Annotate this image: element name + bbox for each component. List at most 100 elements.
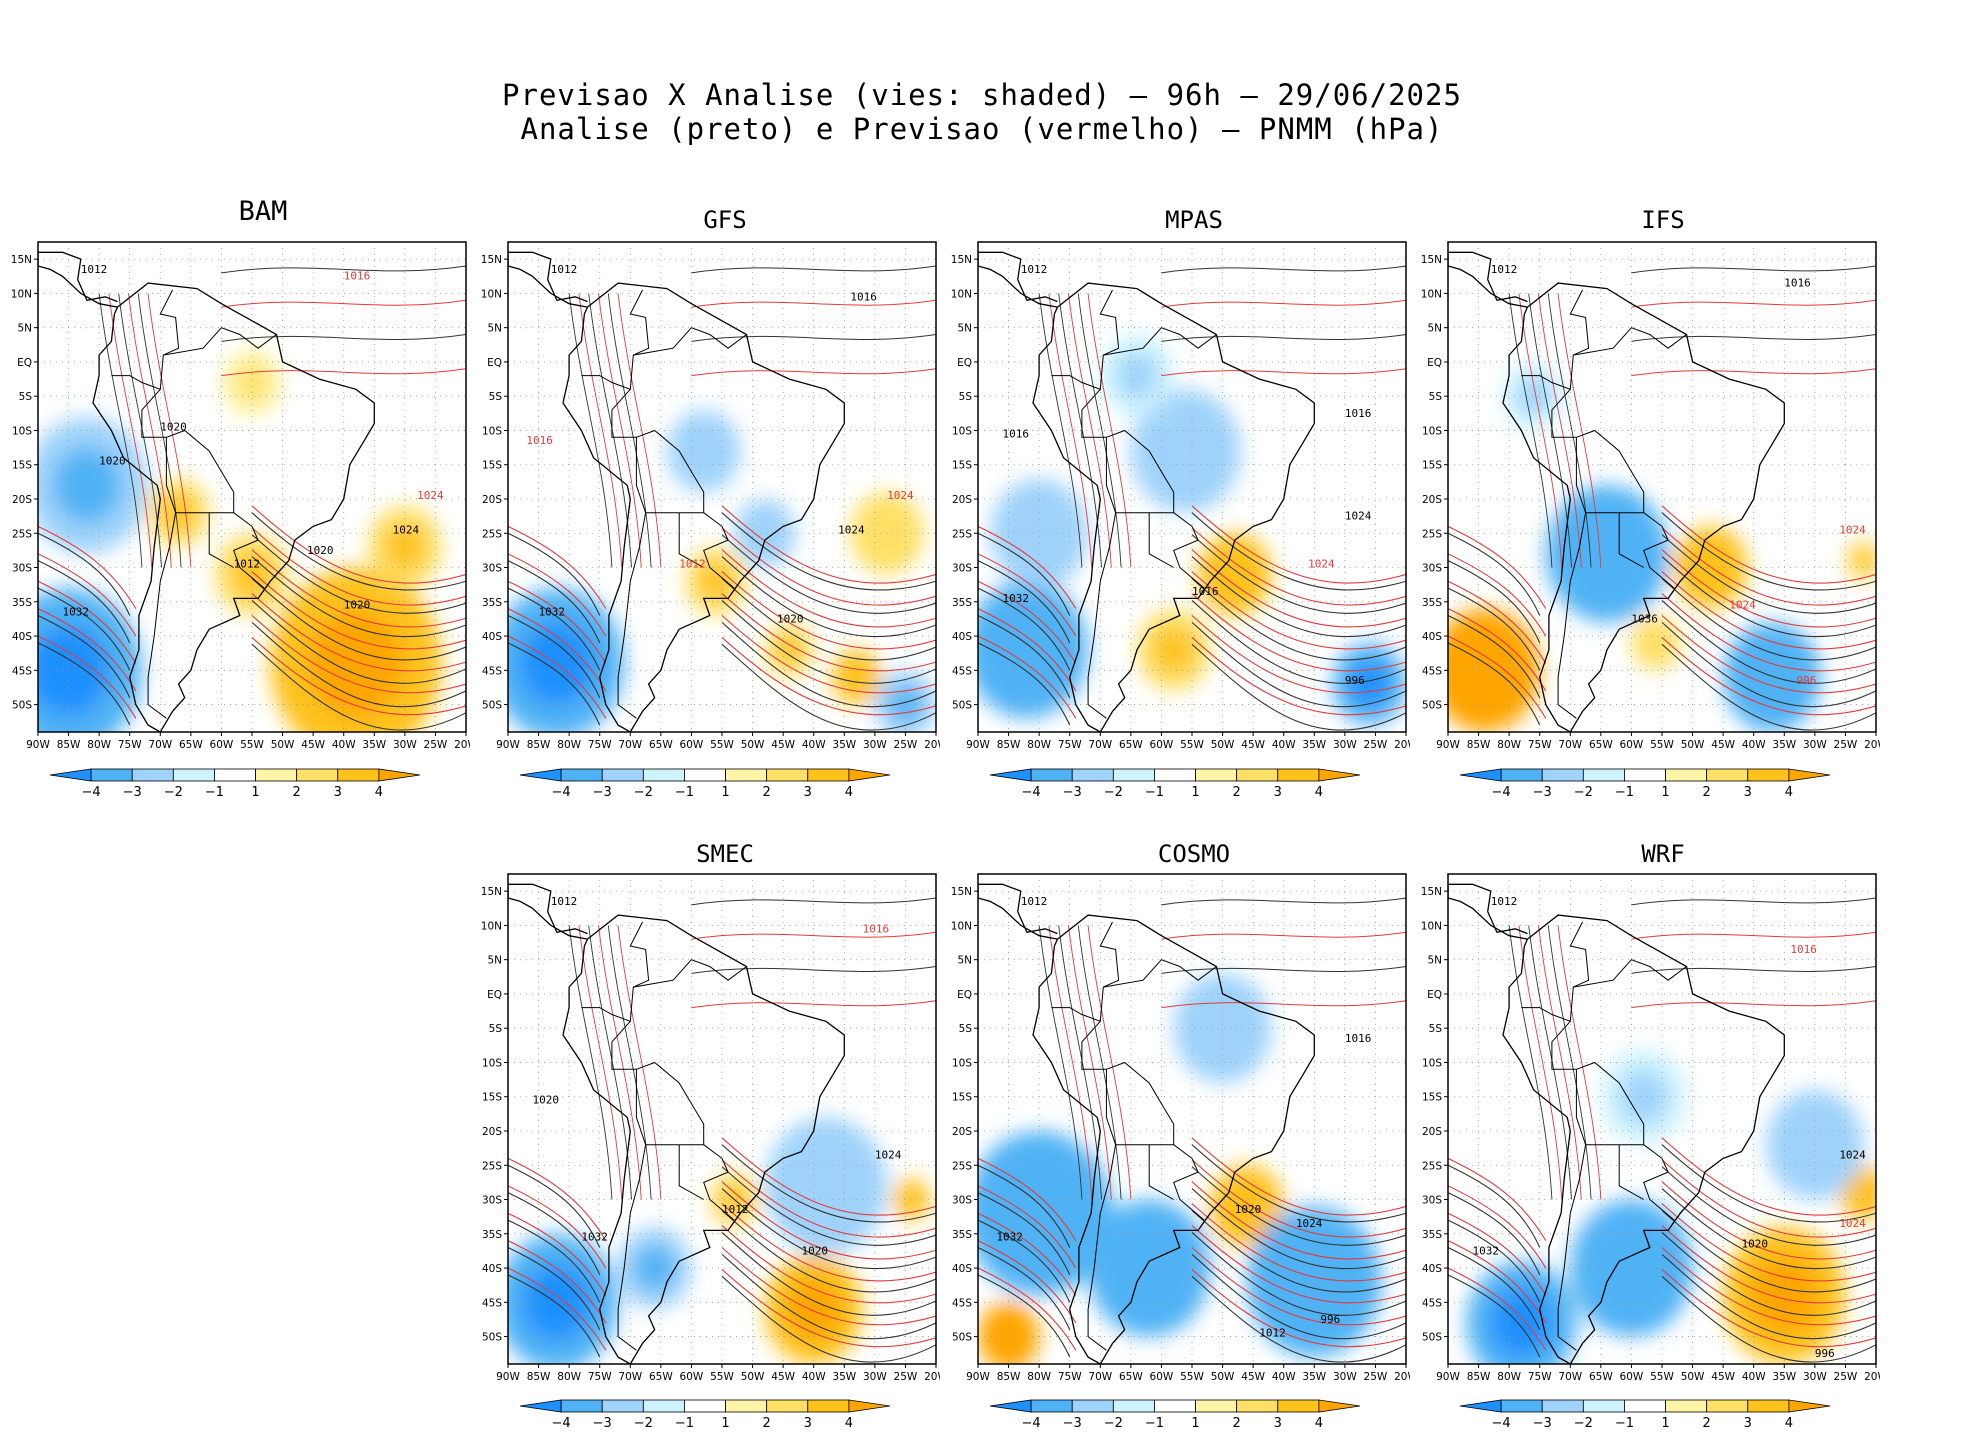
bias-shading-core bbox=[1116, 353, 1158, 399]
forecast-isobar bbox=[251, 593, 466, 672]
analysis-isobar bbox=[1661, 578, 1876, 661]
forecast-isobar bbox=[1661, 549, 1876, 628]
country-border bbox=[111, 289, 180, 390]
lat-label: 15N bbox=[11, 254, 32, 266]
lon-label: 50W bbox=[1681, 739, 1705, 751]
lon-label: 20W bbox=[1394, 739, 1410, 751]
colorbar-tick-label: −3 bbox=[593, 785, 612, 800]
forecast-isobar bbox=[508, 580, 607, 664]
country-border bbox=[147, 512, 177, 719]
analysis-isobar bbox=[221, 334, 466, 342]
colorbar-tick-label: −4 bbox=[1492, 785, 1511, 800]
forecast-isobar bbox=[578, 293, 623, 568]
colorbar-cosmo: −4 −3 −2 −1 1 2 3 4 bbox=[989, 1399, 1361, 1431]
analysis-isobar bbox=[508, 532, 601, 616]
lon-label: 50W bbox=[1211, 739, 1235, 751]
map-panel-mpas: 1012 1032 1024 1024 996 1016 1016 1016 15N 10N 5N E… bbox=[940, 238, 1410, 758]
country-border bbox=[617, 512, 647, 719]
analysis-isobar bbox=[1191, 600, 1406, 684]
lon-label: 65W bbox=[1119, 1371, 1143, 1383]
colorbar-tick-label: 4 bbox=[1785, 1416, 1793, 1431]
colorbar-tick-label: 2 bbox=[1703, 785, 1711, 800]
lat-label: 35S bbox=[1422, 1229, 1442, 1241]
forecast-isobar bbox=[617, 925, 662, 1200]
forecast-isobar bbox=[1191, 593, 1406, 672]
analysis-isobar bbox=[1448, 1274, 1541, 1358]
colorbar-tick-label: −3 bbox=[593, 1416, 612, 1431]
lon-label: 60W bbox=[1150, 739, 1174, 751]
isobar-label: 996 bbox=[1797, 674, 1817, 687]
lon-label: 65W bbox=[1119, 739, 1143, 751]
colorbar-tick-label: −2 bbox=[1104, 785, 1123, 800]
forecast-isobar bbox=[1661, 1225, 1876, 1304]
analysis-isobar bbox=[1547, 293, 1592, 568]
lon-label: 60W bbox=[1150, 1371, 1174, 1383]
lat-label: 35S bbox=[952, 597, 972, 609]
lon-label: 70W bbox=[1088, 739, 1112, 751]
lat-label: 20S bbox=[1422, 1126, 1442, 1138]
lon-label: 30W bbox=[1333, 739, 1357, 751]
analysis-isobar bbox=[1631, 334, 1876, 342]
forecast-isobar bbox=[1191, 1247, 1406, 1326]
lon-label: 65W bbox=[179, 739, 203, 751]
country-border bbox=[1575, 1069, 1644, 1146]
analysis-isobar bbox=[978, 560, 1071, 644]
analysis-isobar bbox=[38, 560, 131, 644]
lon-label: 85W bbox=[527, 739, 551, 751]
colorbar-segment bbox=[1747, 768, 1790, 782]
lat-label: 40S bbox=[482, 631, 502, 643]
lat-label: 35S bbox=[12, 597, 32, 609]
analysis-isobar bbox=[1631, 897, 1876, 906]
lat-label: 15S bbox=[12, 460, 32, 472]
isobar-label: 1012 bbox=[1021, 263, 1048, 276]
analysis-isobar bbox=[1191, 512, 1406, 591]
forecast-isobar bbox=[1048, 925, 1093, 1200]
lon-label: 60W bbox=[1620, 1371, 1644, 1383]
map-panel-ifs: 1012 1036 1024 996 1024 1016 15N 10N 5N EQ 5S 10S 15… bbox=[1410, 238, 1880, 758]
analysis-isobar bbox=[721, 1188, 936, 1270]
forecast-isobar bbox=[1631, 299, 1876, 308]
forecast-isobar bbox=[1068, 925, 1112, 1200]
analysis-isobar bbox=[1661, 1188, 1876, 1270]
country-border bbox=[141, 388, 235, 513]
lat-label: 15N bbox=[951, 886, 972, 898]
isobar-label: 1012 bbox=[722, 1203, 749, 1216]
lat-label: EQ bbox=[957, 989, 972, 1001]
lat-label: 10N bbox=[951, 288, 972, 300]
lon-label: 80W bbox=[87, 739, 111, 751]
colorbar-segment bbox=[601, 1399, 644, 1413]
analysis-isobar bbox=[1661, 1253, 1876, 1340]
colorbar-segment bbox=[1665, 1399, 1708, 1413]
analysis-isobar bbox=[508, 642, 601, 726]
lon-label: 25W bbox=[894, 739, 918, 751]
coastline-south-america bbox=[1502, 282, 1785, 732]
isobar-label: 1024 bbox=[1296, 1217, 1323, 1230]
forecast-isobar bbox=[221, 299, 466, 308]
analysis-isobar bbox=[721, 1166, 936, 1246]
analysis-isobar bbox=[1661, 1210, 1876, 1293]
colorbar-segment bbox=[684, 1399, 726, 1413]
colorbar-wrf: −4 −3 −2 −1 1 2 3 4 bbox=[1459, 1399, 1831, 1431]
colorbar-tick-label: 2 bbox=[1233, 1416, 1241, 1431]
forecast-isobar bbox=[1191, 1181, 1406, 1260]
colorbar-tick-label: 3 bbox=[1274, 785, 1282, 800]
colorbar-tick-label: 4 bbox=[845, 785, 853, 800]
bias-shading-core bbox=[1853, 549, 1874, 572]
analysis-isobar bbox=[568, 293, 613, 568]
forecast-isobar bbox=[1661, 637, 1876, 716]
forecast-isobar bbox=[1191, 1137, 1406, 1216]
forecast-isobar bbox=[1448, 525, 1547, 609]
isobar-label: 1016 bbox=[344, 270, 371, 283]
analysis-isobar bbox=[98, 293, 143, 568]
forecast-isobar bbox=[978, 1240, 1077, 1324]
colorbar-segment bbox=[1624, 1399, 1666, 1413]
bias-shading-core bbox=[1491, 1288, 1552, 1357]
lon-label: 40W bbox=[1742, 739, 1766, 751]
forecast-isobar bbox=[1557, 925, 1602, 1200]
isobar-label: 1020 bbox=[801, 1244, 828, 1257]
lon-label: 45W bbox=[301, 739, 325, 751]
bias-shading-core bbox=[1349, 661, 1390, 707]
forecast-isobar bbox=[578, 925, 623, 1200]
analysis-isobar bbox=[251, 534, 466, 614]
colorbar-segment bbox=[1236, 1399, 1279, 1413]
